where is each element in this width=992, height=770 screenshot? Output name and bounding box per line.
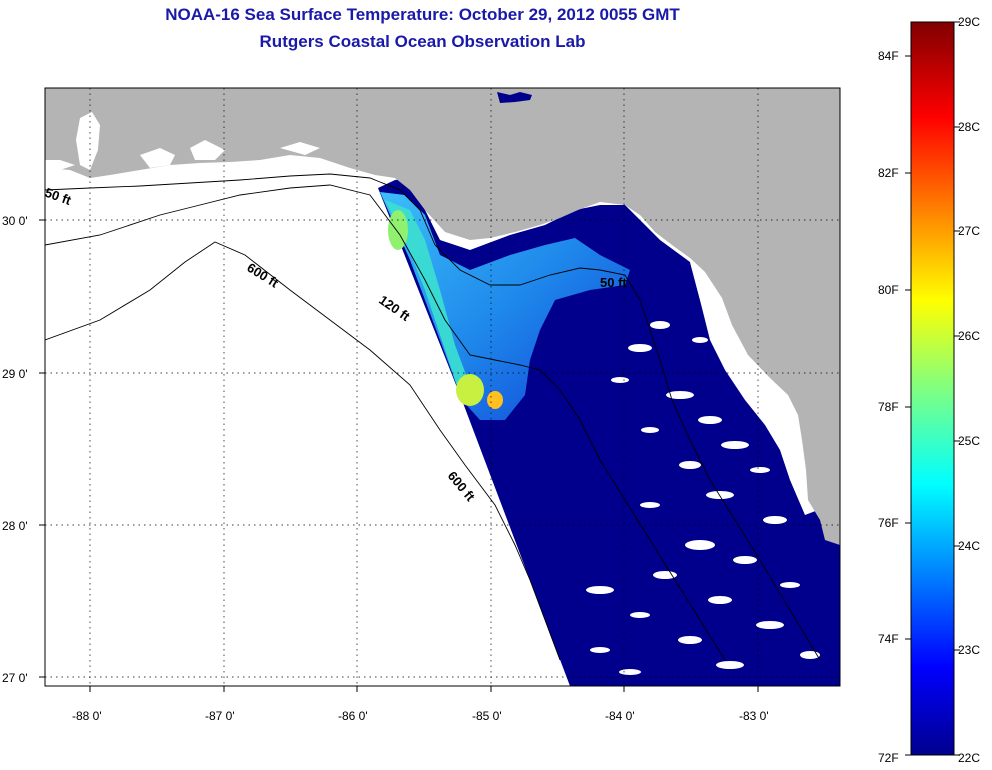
colorbar: 29C 28C 27C 26C 25C 24C 23C 22C 84F 82F … [878,15,980,765]
lon-tick-label: -86 0' [338,709,368,723]
colorbar-fahrenheit-label: 78F [878,400,899,414]
coastal-bays [45,112,320,170]
map-frame [44,87,841,687]
colorbar-fahrenheit-label: 76F [878,516,899,530]
colorbar-celsius-label: 23C [958,643,980,657]
lat-tick-label: 29 0' [2,367,28,381]
colorbar-celsius-label: 26C [958,329,980,343]
yellow-warm-spot [456,374,484,406]
tick-marks [39,219,759,692]
contour-label: 50 ft [600,275,627,290]
warm-plume [380,192,630,420]
colorbar-celsius-label: 25C [958,434,980,448]
colorbar-celsius-label: 27C [958,224,980,238]
colorbar-celsius-label: 29C [958,15,980,29]
cloud-speckles [586,321,820,675]
lon-tick-label: -84 0' [605,709,635,723]
colorbar-celsius-label: 22C [958,751,980,765]
cyan-patch [385,200,468,395]
lon-tick-label: -88 0' [72,709,102,723]
coastal-no-data-strip [690,262,818,515]
bathymetry-contours [45,173,821,661]
lat-tick-label: 30 0' [2,214,28,228]
lat-tick-label: 27 0' [2,671,28,685]
lon-tick-label: -83 0' [739,709,769,723]
colorbar-fahrenheit-label: 82F [878,166,899,180]
orange-warm-spot [487,391,503,409]
colorbar-fahrenheit-label: 84F [878,49,899,63]
map-subtitle: Rutgers Coastal Ocean Observation Lab [259,32,586,51]
lon-tick-label: -87 0' [205,709,235,723]
colorbar-fahrenheit-label: 80F [878,283,899,297]
colorbar-celsius-label: 28C [958,120,980,134]
colorbar-fahrenheit-label: 72F [878,751,899,765]
lon-tick-label: -85 0' [472,709,502,723]
colorbar-fahrenheit-label: 74F [878,632,899,646]
inland-water-spot [497,92,532,103]
graticule [45,88,840,686]
map-title: NOAA-16 Sea Surface Temperature: October… [165,5,680,24]
colorbar-celsius-label: 24C [958,539,980,553]
land-mass [45,88,840,545]
lat-tick-label: 28 0' [2,519,28,533]
